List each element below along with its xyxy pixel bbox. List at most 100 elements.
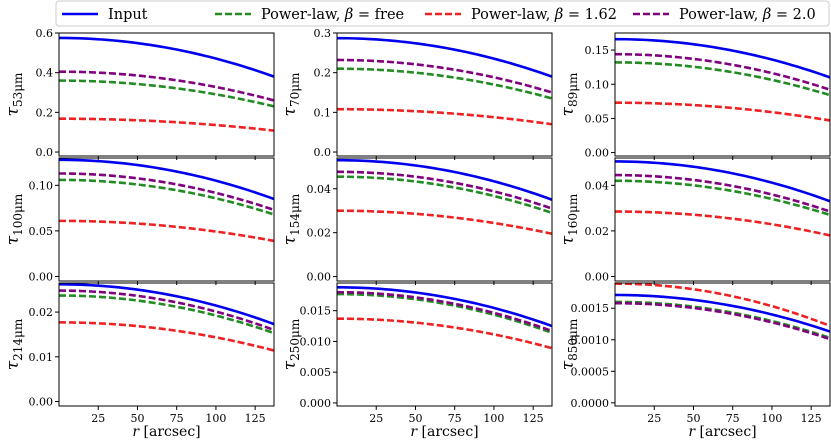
y-axis-label-250: τ250μm bbox=[280, 318, 302, 370]
series-b20-214 bbox=[58, 289, 275, 332]
y-tick-label: 0.10 bbox=[585, 78, 610, 91]
series-free-850 bbox=[614, 300, 831, 340]
series-b162-154 bbox=[336, 209, 553, 236]
series-b162-214 bbox=[58, 321, 275, 352]
y-tick-label: 0.1 bbox=[314, 106, 332, 119]
x-tick-label: 25 bbox=[647, 412, 661, 425]
series-b162-160 bbox=[614, 210, 831, 237]
series-b20-70 bbox=[336, 58, 553, 94]
series-input-89 bbox=[614, 37, 831, 79]
legend-label-input: Input bbox=[108, 7, 148, 23]
series-b20-53 bbox=[58, 70, 275, 102]
y-tick-label: 0.2 bbox=[36, 106, 54, 119]
x-tick-label: 100 bbox=[205, 412, 226, 425]
y-axis-label-100: τ100μm bbox=[3, 193, 25, 245]
y-tick-label: 0.000 bbox=[300, 397, 332, 410]
y-tick-label: 0.00 bbox=[585, 270, 610, 283]
series-b162-89 bbox=[614, 101, 831, 122]
series-input-160 bbox=[614, 160, 831, 203]
axes-frame bbox=[614, 157, 831, 282]
x-axis-label: r [arcsec] bbox=[410, 424, 478, 440]
x-tick-label: 75 bbox=[726, 412, 740, 425]
series-input-250 bbox=[336, 286, 553, 328]
y-tick-label: 0.0005 bbox=[571, 365, 610, 378]
series-free-250 bbox=[336, 292, 553, 335]
x-tick-label: 125 bbox=[245, 412, 266, 425]
y-tick-label: 0.015 bbox=[300, 305, 332, 318]
x-tick-label: 25 bbox=[369, 412, 383, 425]
axes-frame bbox=[336, 32, 553, 157]
y-tick-label: 0.0000 bbox=[571, 397, 610, 410]
y-tick-label: 0.0015 bbox=[571, 302, 610, 315]
series-input-154 bbox=[336, 158, 553, 201]
legend-label-b20: Power-law, β = 2.0 bbox=[679, 7, 816, 23]
axes-frame bbox=[336, 282, 553, 407]
legend-label-b162: Power-law, β = 1.62 bbox=[471, 7, 617, 23]
y-axis-label-160: τ160μm bbox=[558, 193, 580, 245]
y-axis-label-89: τ89μm bbox=[558, 72, 580, 116]
series-free-100 bbox=[58, 178, 275, 216]
y-tick-label: 0.005 bbox=[300, 366, 332, 379]
series-free-160 bbox=[614, 179, 831, 217]
series-b20-250 bbox=[336, 290, 553, 333]
series-input-53 bbox=[58, 36, 275, 78]
y-axis-label-850: τ850μm bbox=[558, 318, 580, 370]
legend-frame bbox=[55, 0, 830, 27]
y-tick-label: 0.04 bbox=[307, 183, 332, 196]
y-tick-label: 0.05 bbox=[585, 112, 610, 125]
series-b162-70 bbox=[336, 107, 553, 126]
panel-tau-89: 0.00 0.05 0.10 0.15 τ89μm bbox=[558, 32, 831, 160]
panel-tau-100: 0.00 0.05 0.10 τ100μm bbox=[3, 157, 275, 285]
series-b20-160 bbox=[614, 173, 831, 213]
y-tick-label: 0.00 bbox=[29, 270, 54, 283]
y-tick-label: 0.10 bbox=[29, 179, 54, 192]
x-tick-label: 100 bbox=[483, 412, 504, 425]
series-input-100 bbox=[58, 158, 275, 201]
y-tick-label: 0.0 bbox=[314, 146, 332, 159]
panel-tau-250: 0.000 0.005 0.010 0.015 25 50 75 100 125 τ250μm r … bbox=[280, 282, 553, 440]
series-b162-100 bbox=[58, 219, 275, 243]
y-axis-label-70: τ70μm bbox=[280, 72, 302, 116]
y-axis-label-53: τ53μm bbox=[3, 72, 25, 116]
x-tick-label: 125 bbox=[523, 412, 544, 425]
axes-frame bbox=[336, 157, 553, 282]
y-tick-label: 0.0 bbox=[36, 146, 54, 159]
y-tick-label: 0.02 bbox=[307, 227, 332, 240]
axes-frame bbox=[58, 282, 275, 407]
series-b20-850 bbox=[614, 301, 831, 341]
series-b162-53 bbox=[58, 117, 275, 132]
legend-label-free: Power-law, β = free bbox=[261, 7, 404, 23]
x-axis-label: r [arcsec] bbox=[688, 424, 756, 440]
axes-frame bbox=[614, 32, 831, 157]
axes-frame bbox=[58, 32, 275, 157]
legend-entry-b162: Power-law, β = 1.62 bbox=[425, 7, 617, 23]
x-tick-label: 50 bbox=[130, 412, 144, 425]
y-tick-label: 0.01 bbox=[29, 351, 54, 364]
y-tick-label: 0.04 bbox=[585, 179, 610, 192]
x-axis-label: r [arcsec] bbox=[132, 424, 200, 440]
series-b20-100 bbox=[58, 172, 275, 212]
series-input-214 bbox=[58, 283, 275, 326]
panel-tau-53: 0.0 0.2 0.4 0.6 τ53μm bbox=[3, 27, 275, 160]
x-tick-label: 100 bbox=[761, 412, 782, 425]
panel-tau-214: 0.00 0.01 0.02 25 50 75 100 125 τ214μm r [arcsec] bbox=[3, 282, 275, 440]
series-free-70 bbox=[336, 67, 553, 100]
series-free-89 bbox=[614, 61, 831, 97]
y-tick-label: 0.0010 bbox=[571, 334, 610, 347]
series-b20-89 bbox=[614, 52, 831, 91]
series-input-70 bbox=[336, 36, 553, 78]
x-tick-label: 50 bbox=[408, 412, 422, 425]
axes-frame bbox=[58, 157, 275, 282]
y-tick-label: 0.00 bbox=[585, 147, 610, 160]
y-tick-label: 0.00 bbox=[307, 271, 332, 284]
legend-entry-free: Power-law, β = free bbox=[215, 7, 404, 23]
series-free-214 bbox=[58, 294, 275, 335]
series-input-850 bbox=[614, 293, 831, 333]
x-tick-label: 75 bbox=[170, 412, 184, 425]
series-b20-154 bbox=[336, 170, 553, 210]
series-b162-250 bbox=[336, 317, 553, 350]
panel-tau-70: 0.0 0.1 0.2 0.3 τ70μm bbox=[280, 27, 553, 160]
panel-tau-154: 0.00 0.02 0.04 τ154μm bbox=[280, 157, 553, 285]
legend-entry-b20: Power-law, β = 2.0 bbox=[633, 7, 816, 23]
